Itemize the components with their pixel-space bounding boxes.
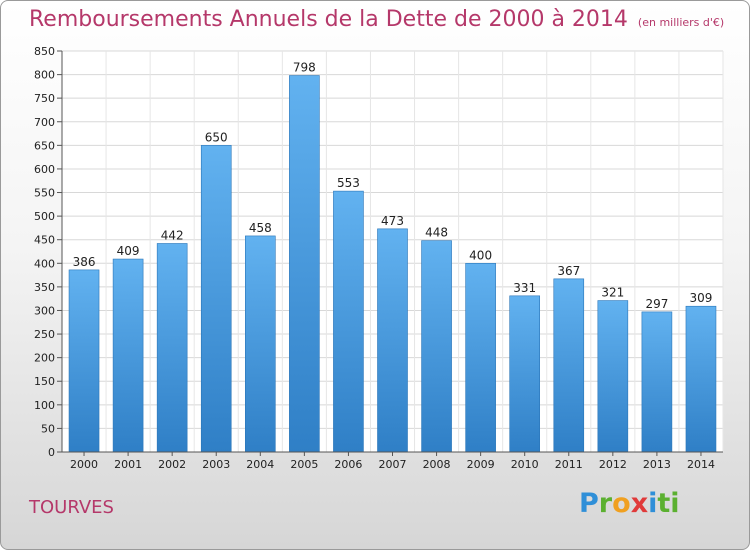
bar-value-label: 650 <box>205 130 228 144</box>
bar-value-label: 331 <box>513 281 536 295</box>
bar-value-label: 442 <box>161 228 184 242</box>
proxiti-logo: Proxiti <box>579 488 680 519</box>
bar-value-label: 448 <box>425 226 448 240</box>
y-tick-label: 100 <box>34 399 55 412</box>
bar-value-label: 553 <box>337 176 360 190</box>
town-name: TOURVES <box>29 497 114 518</box>
bar-value-label: 473 <box>381 214 404 228</box>
bar <box>421 240 452 453</box>
bar-value-label: 400 <box>469 248 492 262</box>
y-tick-label: 850 <box>34 45 55 58</box>
bar <box>597 300 629 453</box>
y-axis: 0 50 100 150 200 250 300 350 400 450 500 550 600 650 7… <box>34 45 63 459</box>
x-tick-label: 2004 <box>246 458 274 471</box>
bar <box>377 228 408 453</box>
bar-value-label: 321 <box>601 286 624 300</box>
bar <box>156 243 188 453</box>
y-tick-label: 550 <box>34 187 55 200</box>
x-tick-label: 2014 <box>687 458 715 471</box>
y-tick-label: 450 <box>34 234 55 247</box>
bar-value-label: 458 <box>249 221 272 235</box>
x-tick-label: 2005 <box>290 458 318 471</box>
x-tick-label: 2002 <box>158 458 186 471</box>
y-tick-label: 350 <box>34 281 55 294</box>
bar <box>68 269 100 453</box>
y-tick-label: 650 <box>34 139 55 152</box>
x-tick-label: 2010 <box>511 458 539 471</box>
y-tick-label: 150 <box>34 375 55 388</box>
logo-letter: x <box>630 488 649 519</box>
x-tick-label: 2001 <box>114 458 142 471</box>
bar-value-label: 409 <box>117 244 140 258</box>
x-tick-label: 2009 <box>467 458 495 471</box>
bar-value-label: 297 <box>645 297 668 311</box>
x-axis: 2000 2001 2002 2003 2004 2005 2006 2007 2008 2009… <box>62 451 723 471</box>
bar <box>509 295 541 453</box>
y-tick-label: 50 <box>41 422 55 435</box>
bar <box>112 258 144 453</box>
chart-title-text: Remboursements Annuels de la Dette de 20… <box>29 7 628 32</box>
x-tick-label: 2007 <box>379 458 407 471</box>
chart-subtitle: (en milliers d'€) <box>637 16 725 29</box>
logo-letter: r <box>598 488 613 519</box>
bar <box>245 235 276 453</box>
logo-letter: i <box>648 488 658 519</box>
bar <box>200 145 232 453</box>
bar-value-label: 309 <box>690 291 713 305</box>
bar <box>641 311 673 453</box>
x-tick-label: 2003 <box>202 458 230 471</box>
y-tick-label: 750 <box>34 92 55 105</box>
bar-value-label: 367 <box>557 264 580 278</box>
x-tick-label: 2006 <box>334 458 362 471</box>
bar <box>289 75 320 453</box>
y-tick-label: 500 <box>34 210 55 223</box>
bars: 386 409 442 650 458 798 553 473 448 400 331 367 321 2… <box>68 61 717 453</box>
bar <box>333 190 364 453</box>
bar-value-label: 798 <box>293 61 316 75</box>
x-tick-label: 2000 <box>70 458 98 471</box>
y-tick-label: 300 <box>34 304 55 317</box>
y-tick-label: 200 <box>34 352 55 365</box>
x-tick-label: 2008 <box>423 458 451 471</box>
y-tick-label: 600 <box>34 163 55 176</box>
y-tick-label: 250 <box>34 328 55 341</box>
y-tick-label: 400 <box>34 257 55 270</box>
bar-value-label: 386 <box>73 255 96 269</box>
chart-title: Remboursements Annuels de la Dette de 20… <box>29 7 724 32</box>
x-tick-label: 2013 <box>643 458 671 471</box>
bar <box>465 262 496 453</box>
logo-letter: o <box>612 488 631 519</box>
bar <box>685 305 717 453</box>
x-tick-label: 2011 <box>555 458 583 471</box>
logo-letter: P <box>579 488 599 519</box>
y-tick-label: 0 <box>48 446 55 459</box>
x-tick-label: 2012 <box>599 458 627 471</box>
logo-letter: ti <box>657 488 680 519</box>
bar <box>553 278 585 453</box>
y-tick-label: 800 <box>34 69 55 82</box>
y-tick-label: 700 <box>34 116 55 129</box>
